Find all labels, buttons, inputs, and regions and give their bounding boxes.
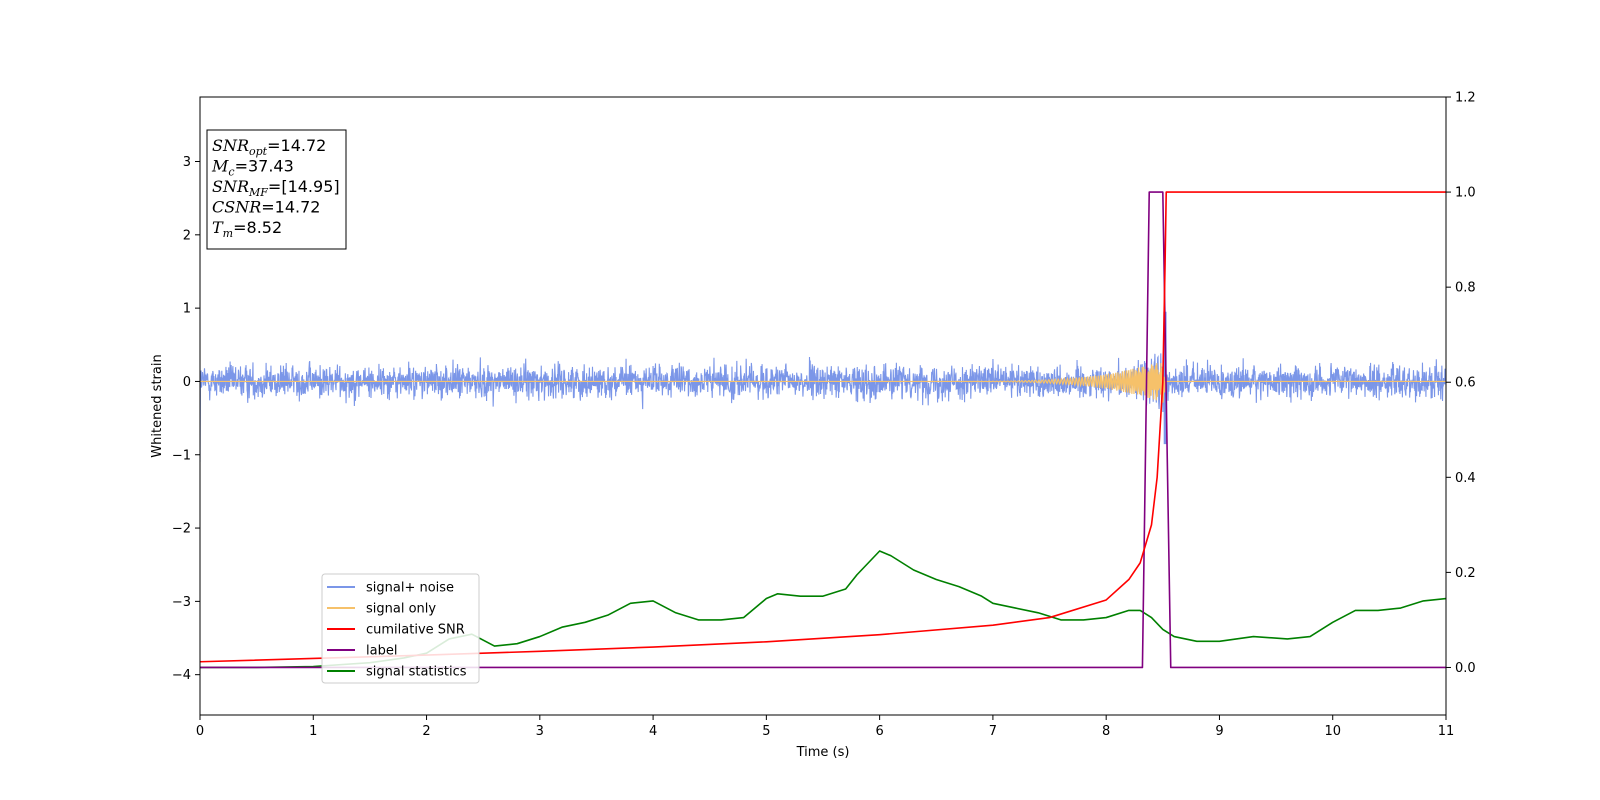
legend-label: signal+ noise xyxy=(366,581,454,596)
annotation-value: =37.43 xyxy=(235,157,294,176)
annotation-subscript: MF xyxy=(248,186,268,199)
y-axis-right: 0.0 0.2 0.4 0.6 0.8 1.0 1.2 xyxy=(1446,91,1476,676)
y-tick-label: 3 xyxy=(183,155,191,170)
annotation-line: SNRMF=[14.95] xyxy=(212,177,340,199)
x-tick-label: 4 xyxy=(649,724,657,739)
y2-tick-label: 0.2 xyxy=(1455,566,1476,581)
x-tick-label: 11 xyxy=(1438,724,1455,739)
annotation-subscript: m xyxy=(223,227,233,240)
annotation-line: CSNR=14.72 xyxy=(212,198,320,217)
y-tick-label: −4 xyxy=(172,668,191,683)
annotation-line: SNRopt=14.72 xyxy=(212,136,326,158)
y-tick-label: 0 xyxy=(183,375,191,390)
y2-tick-label: 1.0 xyxy=(1455,186,1476,201)
annotation-symbol: T xyxy=(212,218,224,237)
x-tick-label: 9 xyxy=(1215,724,1223,739)
y2-tick-label: 1.2 xyxy=(1455,91,1476,106)
annotation-symbol: SNR xyxy=(212,177,249,196)
series-label-line xyxy=(200,191,1446,669)
legend-label: cumilative SNR xyxy=(366,623,465,638)
x-tick-label: 3 xyxy=(536,724,544,739)
y-tick-label: 2 xyxy=(183,228,191,243)
series-cumulative-snr-line xyxy=(200,191,1446,663)
plot-frame xyxy=(199,96,1447,716)
y-tick-label: −2 xyxy=(172,522,191,537)
legend-label: label xyxy=(366,644,397,659)
series-signal-noise-line xyxy=(200,311,1446,463)
series-signal-statistics-line xyxy=(200,550,1446,669)
x-tick-label: 10 xyxy=(1324,724,1341,739)
annotation-value: =[14.95] xyxy=(268,177,340,196)
y2-tick-label: 0.4 xyxy=(1455,471,1476,486)
annotation-subscript: c xyxy=(228,166,234,179)
annotation-box: SNRopt=14.72Mc=37.43SNRMF=[14.95]CSNR=14… xyxy=(206,129,347,250)
series-layer xyxy=(200,191,1446,669)
y-axis-title: Whitened strain xyxy=(150,354,165,457)
annotation-symbol: SNR xyxy=(212,136,249,155)
annotation-value: =14.72 xyxy=(267,136,326,155)
y2-tick-label: 0.6 xyxy=(1455,376,1476,391)
x-axis-title: Time (s) xyxy=(796,745,850,760)
y2-tick-label: 0.8 xyxy=(1455,281,1476,296)
y-axis-left: −4 −3 −2 −1 0 1 2 3 xyxy=(172,155,200,683)
annotation-symbol: M xyxy=(211,157,229,176)
series-signal-only-line xyxy=(200,363,1446,403)
legend-label: signal statistics xyxy=(366,665,467,680)
annotation-frame xyxy=(206,129,347,250)
y2-tick-label: 0.0 xyxy=(1455,661,1476,676)
annotation-value: =8.52 xyxy=(233,218,282,237)
legend: signal+ noise signal only cumilative SNR la… xyxy=(321,573,480,684)
x-tick-label: 2 xyxy=(422,724,430,739)
annotation-symbol: CSNR xyxy=(212,198,261,217)
annotation-value: =14.72 xyxy=(261,198,320,217)
legend-frame xyxy=(321,573,480,684)
annotation-line: Mc=37.43 xyxy=(211,157,294,179)
x-tick-label: 0 xyxy=(196,724,204,739)
x-tick-label: 6 xyxy=(875,724,883,739)
x-tick-label: 8 xyxy=(1102,724,1110,739)
legend-label: signal only xyxy=(366,602,436,617)
x-axis: 0 1 2 3 4 5 6 7 8 9 10 11 xyxy=(196,715,1454,739)
x-tick-label: 7 xyxy=(989,724,997,739)
x-tick-label: 1 xyxy=(309,724,317,739)
annotation-subscript: opt xyxy=(249,145,268,158)
y-tick-label: 1 xyxy=(183,302,191,317)
annotation-line: Tm=8.52 xyxy=(212,218,282,240)
y-tick-label: −1 xyxy=(172,448,191,463)
x-tick-label: 5 xyxy=(762,724,770,739)
y-tick-label: −3 xyxy=(172,595,191,610)
